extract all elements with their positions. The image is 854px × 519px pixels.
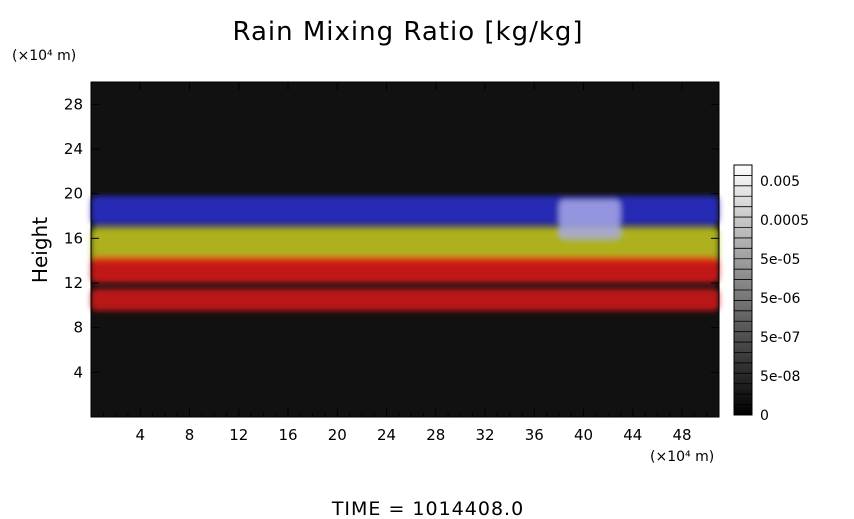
colorbar-label: 5e-07 — [760, 330, 800, 346]
y-tick-label: 28 — [64, 95, 83, 113]
plot-area — [90, 81, 720, 418]
x-tick-label: 48 — [673, 426, 692, 444]
colorbar-label: 5e-06 — [760, 291, 800, 307]
y-axis: 4 8 12 16 20 24 28 — [64, 95, 719, 381]
time-label: TIME = 1014408.0 — [331, 498, 524, 519]
x-tick-label: 36 — [525, 426, 544, 444]
x-tick-label: 28 — [426, 426, 445, 444]
y-tick-label: 8 — [73, 319, 83, 337]
rain-layer-0 — [91, 195, 719, 225]
x-tick-label: 32 — [475, 426, 494, 444]
colorbar-label: 5e-05 — [760, 252, 800, 268]
y-tick-label: 16 — [64, 229, 83, 247]
x-tick-label: 4 — [135, 426, 145, 444]
chart-title: Rain Mixing Ratio [kg/kg] — [232, 17, 583, 47]
x-tick-label: 40 — [574, 426, 593, 444]
rain-layer-2 — [91, 256, 719, 283]
colorbar: 0.005 0.0005 5e-05 5e-06 5e-07 5e-08 0 — [733, 164, 809, 424]
y-tick-label: 20 — [64, 185, 83, 203]
x-tick-label: 8 — [185, 426, 195, 444]
x-tick-label: 20 — [328, 426, 347, 444]
y-tick-label: 4 — [73, 363, 83, 381]
x-tick-label: 12 — [229, 426, 248, 444]
x-axis: 4 8 12 16 20 24 28 32 36 40 44 48 — [102, 82, 708, 444]
x-tick-label: 16 — [278, 426, 297, 444]
plot-frame — [90, 81, 720, 418]
colorbar-label: 0.0005 — [760, 213, 809, 229]
rain-layer-4 — [558, 199, 621, 239]
colorbar-label: 5e-08 — [760, 369, 800, 385]
y-tick-label: 12 — [64, 274, 83, 292]
colorbar-label: 0.005 — [760, 174, 800, 190]
y-axis-title: Height — [28, 217, 52, 283]
rain-layer-3 — [91, 288, 719, 311]
colorbar-label: 0 — [760, 408, 769, 424]
x-tick-label: 24 — [377, 426, 396, 444]
x-axis-unit: (×10⁴ m) — [650, 449, 714, 465]
y-tick-label: 24 — [64, 140, 83, 158]
x-tick-label: 44 — [623, 426, 642, 444]
y-axis-unit: (×10⁴ m) — [12, 48, 76, 64]
rain-layers — [91, 195, 719, 311]
